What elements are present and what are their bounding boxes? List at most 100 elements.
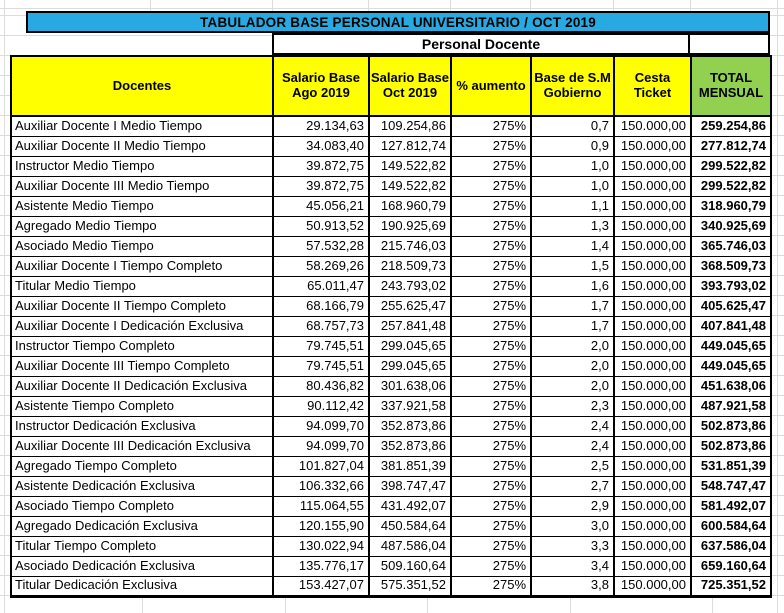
cell-pct-aumento[interactable]: 275%: [450, 335, 532, 357]
header-total-mensual[interactable]: TOTAL MENSUAL: [690, 55, 772, 117]
cell-pct-aumento[interactable]: 275%: [450, 115, 532, 137]
cell-base-sm[interactable]: 3,3: [530, 535, 615, 557]
cell-salario-oct[interactable]: 299.045,65: [368, 335, 452, 357]
cell-salario-oct[interactable]: 381.851,39: [368, 455, 452, 477]
cell-cesta-ticket[interactable]: 150.000,00: [613, 575, 692, 597]
cell-base-sm[interactable]: 2,5: [530, 455, 615, 477]
cell-total-mensual[interactable]: 277.812,74: [690, 135, 772, 157]
cell-total-mensual[interactable]: 299.522,82: [690, 175, 772, 197]
cell-salario-ago[interactable]: 39.872,75: [272, 155, 370, 177]
cell-total-mensual[interactable]: 659.160,64: [690, 555, 772, 577]
cell-pct-aumento[interactable]: 275%: [450, 575, 532, 597]
cell-salario-ago[interactable]: 80.436,82: [272, 375, 370, 397]
cell-docente[interactable]: Titular Tiempo Completo: [10, 535, 274, 557]
cell-total-mensual[interactable]: 502.873,86: [690, 415, 772, 437]
cell-total-mensual[interactable]: 365.746,03: [690, 235, 772, 257]
cell-base-sm[interactable]: 1,3: [530, 215, 615, 237]
cell-salario-ago[interactable]: 39.872,75: [272, 175, 370, 197]
cell-salario-ago[interactable]: 45.056,21: [272, 195, 370, 217]
cell-docente[interactable]: Asociado Dedicación Exclusiva: [10, 555, 274, 577]
cell-pct-aumento[interactable]: 275%: [450, 495, 532, 517]
cell-base-sm[interactable]: 3,0: [530, 515, 615, 537]
cell-docente[interactable]: Auxiliar Docente I Tiempo Completo: [10, 255, 274, 277]
cell-total-mensual[interactable]: 299.522,82: [690, 155, 772, 177]
cell-cesta-ticket[interactable]: 150.000,00: [613, 135, 692, 157]
cell-docente[interactable]: Auxiliar Docente III Medio Tiempo: [10, 175, 274, 197]
header-salario-oct[interactable]: Salario Base Oct 2019: [368, 55, 452, 117]
cell-salario-ago[interactable]: 29.134,63: [272, 115, 370, 137]
cell-total-mensual[interactable]: 548.747,47: [690, 475, 772, 497]
cell-docente[interactable]: Auxiliar Docente I Dedicación Exclusiva: [10, 315, 274, 337]
cell-total-mensual[interactable]: 368.509,73: [690, 255, 772, 277]
cell-docente[interactable]: Auxiliar Docente III Dedicación Exclusiv…: [10, 435, 274, 457]
cell-cesta-ticket[interactable]: 150.000,00: [613, 415, 692, 437]
cell-total-mensual[interactable]: 725.351,52: [690, 575, 772, 597]
cell-salario-ago[interactable]: 153.427,07: [272, 575, 370, 597]
cell-total-mensual[interactable]: 600.584,64: [690, 515, 772, 537]
cell-total-mensual[interactable]: 407.841,48: [690, 315, 772, 337]
cell-salario-oct[interactable]: 218.509,73: [368, 255, 452, 277]
cell-docente[interactable]: Agregado Medio Tiempo: [10, 215, 274, 237]
cell-docente[interactable]: Auxiliar Docente I Medio Tiempo: [10, 115, 274, 137]
cell-total-mensual[interactable]: 449.045,65: [690, 335, 772, 357]
cell-cesta-ticket[interactable]: 150.000,00: [613, 515, 692, 537]
cell-salario-oct[interactable]: 168.960,79: [368, 195, 452, 217]
cell-total-mensual[interactable]: 393.793,02: [690, 275, 772, 297]
cell-cesta-ticket[interactable]: 150.000,00: [613, 555, 692, 577]
cell-salario-oct[interactable]: 243.793,02: [368, 275, 452, 297]
cell-salario-ago[interactable]: 94.099,70: [272, 435, 370, 457]
cell-pct-aumento[interactable]: 275%: [450, 315, 532, 337]
cell-cesta-ticket[interactable]: 150.000,00: [613, 395, 692, 417]
header-base-sm[interactable]: Base de S.M Gobierno: [530, 55, 615, 117]
cell-cesta-ticket[interactable]: 150.000,00: [613, 375, 692, 397]
cell-pct-aumento[interactable]: 275%: [450, 215, 532, 237]
cell-cesta-ticket[interactable]: 150.000,00: [613, 435, 692, 457]
cell-salario-oct[interactable]: 109.254,86: [368, 115, 452, 137]
cell-base-sm[interactable]: 0,7: [530, 115, 615, 137]
cell-pct-aumento[interactable]: 275%: [450, 395, 532, 417]
cell-pct-aumento[interactable]: 275%: [450, 155, 532, 177]
cell-base-sm[interactable]: 2,0: [530, 355, 615, 377]
cell-base-sm[interactable]: 2,4: [530, 415, 615, 437]
cell-total-mensual[interactable]: 340.925,69: [690, 215, 772, 237]
cell-docente[interactable]: Asistente Tiempo Completo: [10, 395, 274, 417]
cell-pct-aumento[interactable]: 275%: [450, 415, 532, 437]
cell-salario-oct[interactable]: 450.584,64: [368, 515, 452, 537]
cell-cesta-ticket[interactable]: 150.000,00: [613, 455, 692, 477]
cell-base-sm[interactable]: 3,8: [530, 575, 615, 597]
cell-pct-aumento[interactable]: 275%: [450, 235, 532, 257]
header-salario-ago[interactable]: Salario Base Ago 2019: [272, 55, 370, 117]
cell-base-sm[interactable]: 2,3: [530, 395, 615, 417]
cell-pct-aumento[interactable]: 275%: [450, 295, 532, 317]
cell-pct-aumento[interactable]: 275%: [450, 475, 532, 497]
cell-total-mensual[interactable]: 318.960,79: [690, 195, 772, 217]
cell-salario-ago[interactable]: 135.776,17: [272, 555, 370, 577]
cell-total-mensual[interactable]: 487.921,58: [690, 395, 772, 417]
cell-cesta-ticket[interactable]: 150.000,00: [613, 275, 692, 297]
cell-base-sm[interactable]: 2,0: [530, 335, 615, 357]
cell-pct-aumento[interactable]: 275%: [450, 435, 532, 457]
cell-pct-aumento[interactable]: 275%: [450, 175, 532, 197]
cell-salario-ago[interactable]: 120.155,90: [272, 515, 370, 537]
cell-pct-aumento[interactable]: 275%: [450, 195, 532, 217]
cell-cesta-ticket[interactable]: 150.000,00: [613, 315, 692, 337]
cell-pct-aumento[interactable]: 275%: [450, 375, 532, 397]
cell-docente[interactable]: Asociado Tiempo Completo: [10, 495, 274, 517]
cell-salario-oct[interactable]: 127.812,74: [368, 135, 452, 157]
cell-cesta-ticket[interactable]: 150.000,00: [613, 115, 692, 137]
cell-cesta-ticket[interactable]: 150.000,00: [613, 215, 692, 237]
table-title-cell[interactable]: TABULADOR BASE PERSONAL UNIVERSITARIO / …: [26, 11, 770, 33]
cell-docente[interactable]: Instructor Tiempo Completo: [10, 335, 274, 357]
cell-docente[interactable]: Instructor Dedicación Exclusiva: [10, 415, 274, 437]
cell-base-sm[interactable]: 1,4: [530, 235, 615, 257]
header-pct-aumento[interactable]: % aumento: [450, 55, 532, 117]
cell-base-sm[interactable]: 2,4: [530, 435, 615, 457]
cell-salario-ago[interactable]: 79.745,51: [272, 335, 370, 357]
cell-total-mensual[interactable]: 637.586,04: [690, 535, 772, 557]
cell-salario-oct[interactable]: 301.638,06: [368, 375, 452, 397]
cell-salario-oct[interactable]: 299.045,65: [368, 355, 452, 377]
cell-base-sm[interactable]: 2,0: [530, 375, 615, 397]
cell-cesta-ticket[interactable]: 150.000,00: [613, 355, 692, 377]
cell-total-mensual[interactable]: 449.045,65: [690, 355, 772, 377]
cell-base-sm[interactable]: 2,7: [530, 475, 615, 497]
